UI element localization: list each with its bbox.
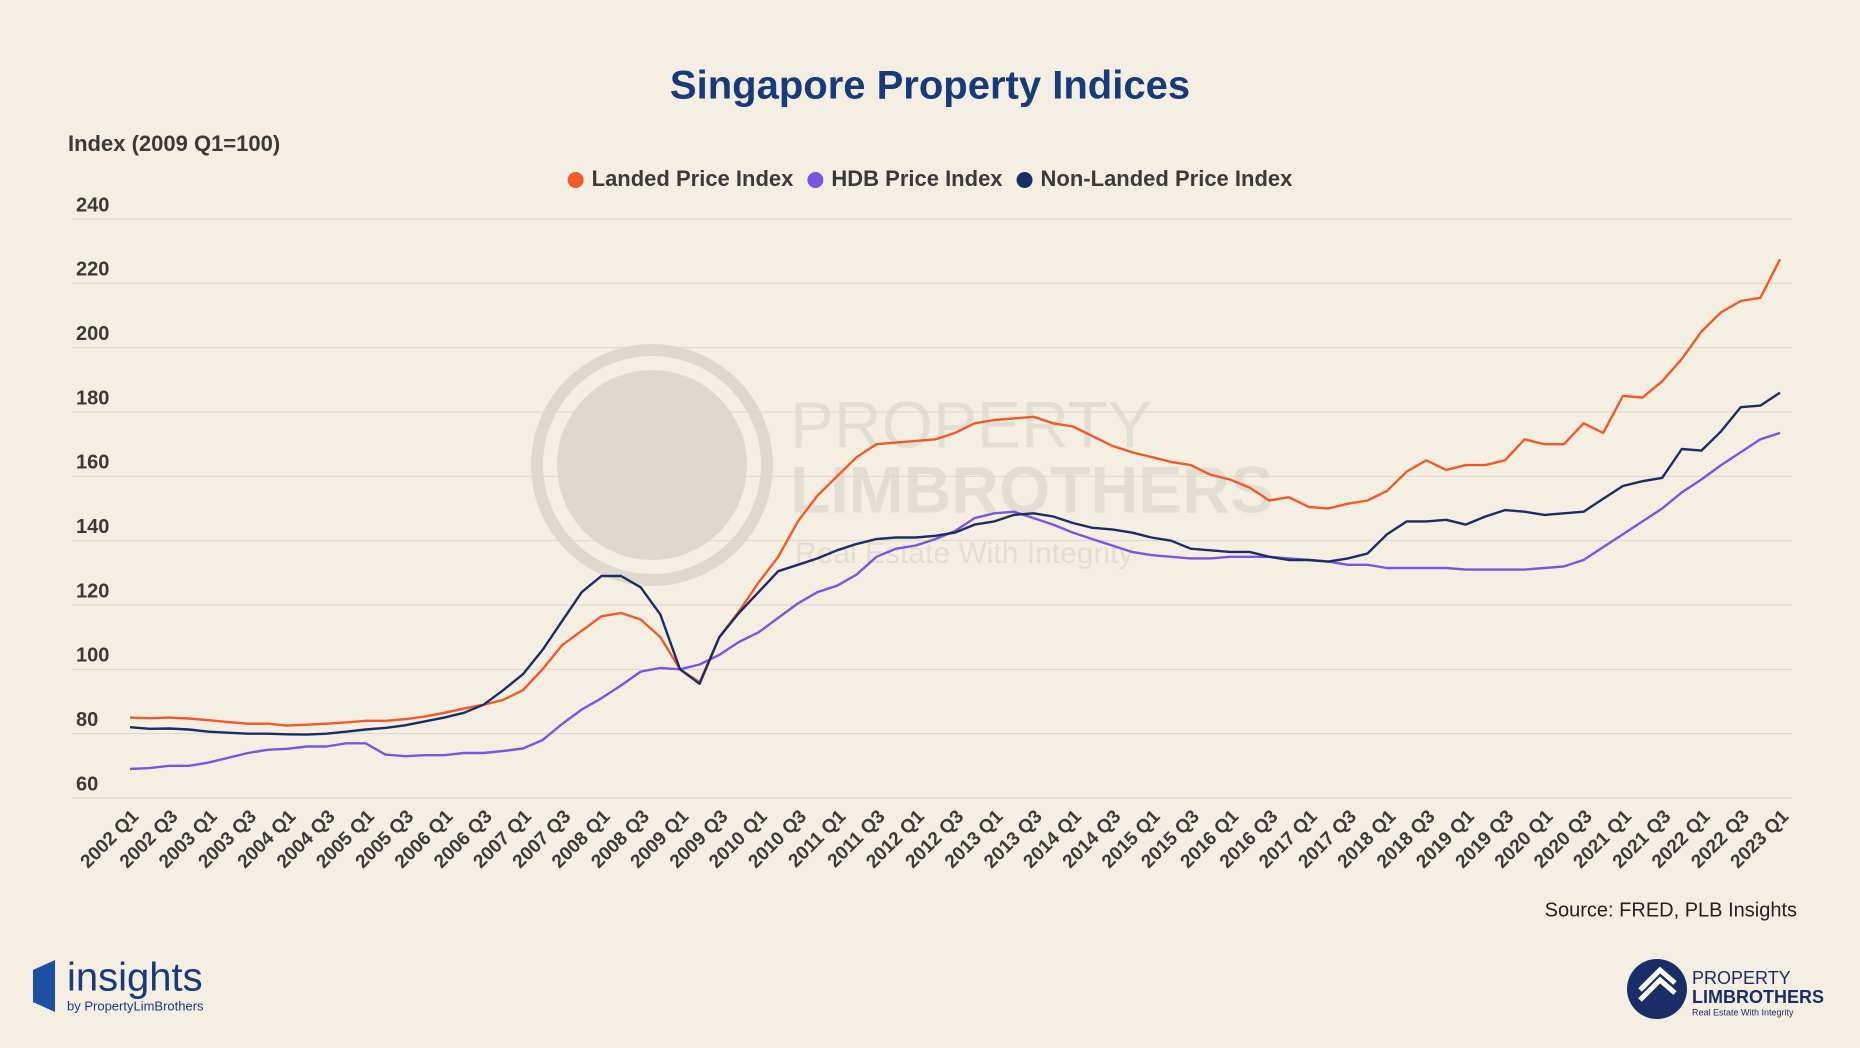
source: Source: FRED, PLB Insights: [1545, 899, 1797, 921]
series-line: [129, 258, 1782, 727]
y-tick-label: 100: [76, 645, 109, 667]
legend-label: HDB Price Index: [831, 166, 1003, 191]
watermark-ring: [531, 344, 773, 586]
left-logo: insights by PropertyLimBrothers: [33, 956, 204, 1013]
logo-text: insights: [67, 956, 203, 1000]
y-axis-label: Index (2009 Q1=100): [68, 131, 280, 156]
legend-marker: [567, 172, 584, 188]
logo-icon: [1627, 959, 1687, 1019]
y-tick-label: 140: [76, 516, 109, 538]
watermark: PROPERTY LIMBROTHERS Real Estate With In…: [531, 344, 1274, 586]
legend-marker: [807, 172, 824, 188]
y-tick-label: 200: [76, 323, 109, 345]
logo-sub: Real Estate With Integrity: [1692, 1007, 1794, 1017]
logo-text: LIMBROTHERS: [1692, 987, 1824, 1007]
y-tick-label: 180: [76, 387, 109, 409]
y-tick-label: 160: [76, 452, 109, 474]
y-tick-label: 80: [76, 709, 98, 731]
logo-sub: by PropertyLimBrothers: [67, 998, 204, 1013]
watermark-disc: [557, 370, 747, 560]
y-tick-label: 220: [76, 259, 109, 281]
logo-icon: [33, 960, 55, 1012]
logo-text: PROPERTY: [1692, 968, 1791, 988]
legend-marker: [1016, 172, 1033, 188]
series-line: [129, 431, 1781, 771]
right-logo: PROPERTY LIMBROTHERS Real Estate With In…: [1627, 959, 1824, 1019]
logo-mark: [1638, 966, 1677, 1002]
y-tick-label: 120: [76, 580, 109, 602]
watermark-tagline: Real Estate With Integrity: [795, 537, 1133, 570]
legend: Landed Price Index HDB Price Index Non-Lan…: [567, 166, 1294, 191]
series-line: [129, 391, 1781, 736]
y-tick-label: 240: [76, 194, 109, 216]
watermark-text: LIMBROTHERS: [790, 452, 1274, 526]
legend-label: Landed Price Index: [592, 166, 794, 191]
y-tick-label: 60: [76, 773, 98, 795]
legend-label: Non-Landed Price Index: [1041, 166, 1294, 191]
chart-title: Singapore Property Indices: [670, 64, 1190, 108]
